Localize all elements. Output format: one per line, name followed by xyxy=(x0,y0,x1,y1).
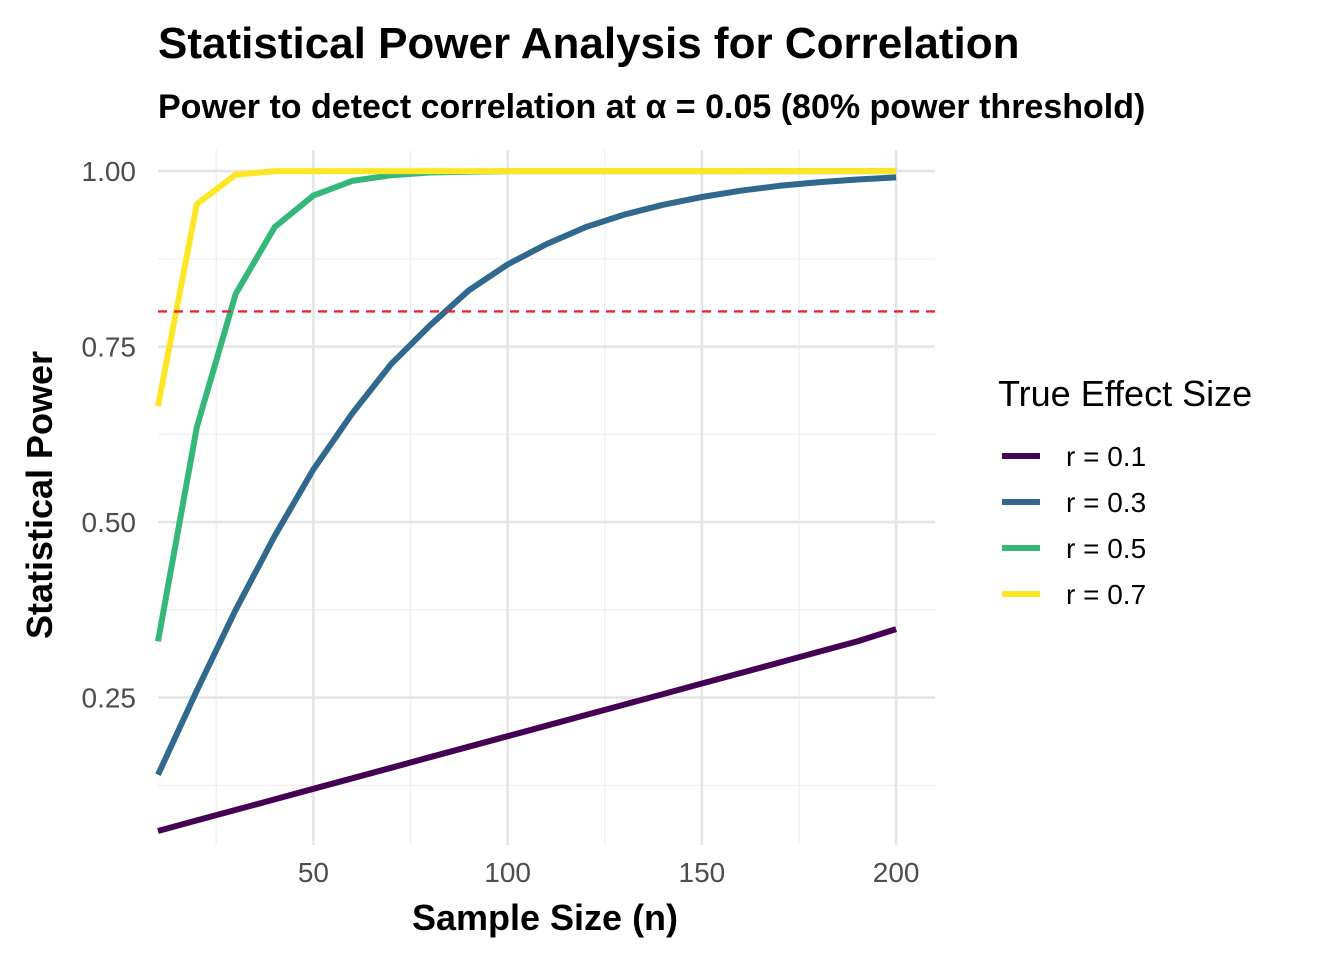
legend-label: r = 0.3 xyxy=(1066,487,1146,518)
x-axis-title: Sample Size (n) xyxy=(412,897,678,938)
series-line-r-0-5 xyxy=(155,168,897,642)
y-axis-ticks: 0.25 0.50 0.75 1.00 xyxy=(82,156,137,714)
x-tick-label: 100 xyxy=(484,857,531,888)
series-lines xyxy=(155,168,898,834)
plot-area xyxy=(155,150,935,845)
series-line-r-0-1 xyxy=(157,626,898,834)
legend-label: r = 0.1 xyxy=(1066,441,1146,472)
legend-label: r = 0.7 xyxy=(1066,579,1146,610)
legend: True Effect Size r = 0.1r = 0.3r = 0.5r … xyxy=(998,373,1252,610)
series-line-r-0-3 xyxy=(155,174,897,777)
y-tick-label: 1.00 xyxy=(82,156,137,187)
chart-title: Statistical Power Analysis for Correlati… xyxy=(158,19,1020,68)
y-tick-label: 0.50 xyxy=(82,507,137,538)
x-axis-ticks: 50 100 150 200 xyxy=(298,857,920,888)
legend-items: r = 0.1 r = 0.3 r = 0.5 r = 0.7 xyxy=(1002,441,1146,610)
y-tick-label: 0.25 xyxy=(82,683,137,714)
series-line-r-0-7 xyxy=(155,168,897,407)
x-tick-label: 150 xyxy=(679,857,726,888)
y-tick-label: 0.75 xyxy=(82,332,137,363)
legend-title: True Effect Size xyxy=(998,373,1252,414)
legend-label: r = 0.5 xyxy=(1066,533,1146,564)
x-tick-label: 200 xyxy=(873,857,920,888)
grid-lines xyxy=(158,150,935,845)
y-axis-title: Statistical Power xyxy=(19,351,60,639)
chart-subtitle: Power to detect correlation at α = 0.05 … xyxy=(158,88,1145,126)
x-tick-label: 50 xyxy=(298,857,329,888)
